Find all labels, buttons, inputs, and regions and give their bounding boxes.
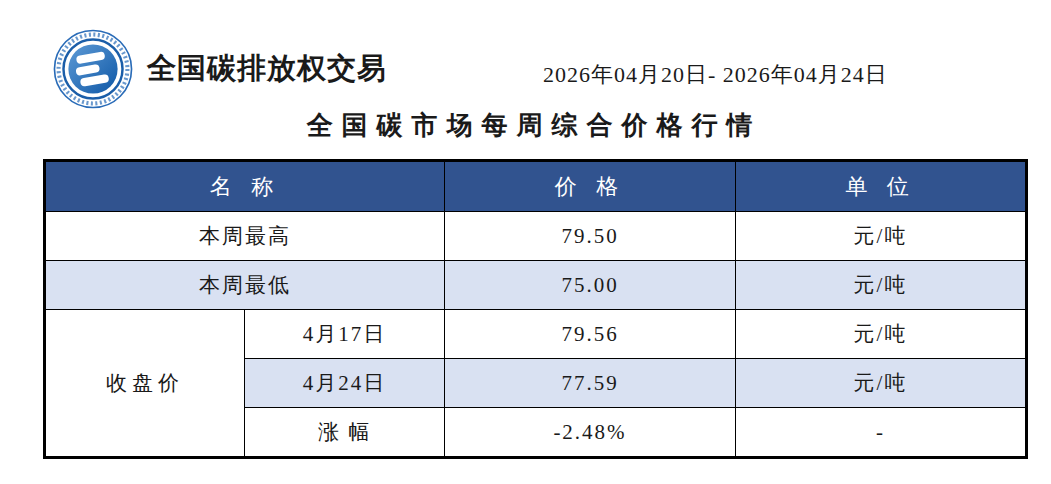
column-header-name: 名 称 xyxy=(45,161,445,212)
cell-price: 75.00 xyxy=(445,261,736,310)
row-group-closing-price: 收盘价 xyxy=(45,310,245,458)
cell-name: 4月17日 xyxy=(245,310,445,359)
cell-name: 4月24日 xyxy=(245,359,445,408)
cell-name: 本周最低 xyxy=(45,261,445,310)
cell-unit: 元/吨 xyxy=(736,212,1027,261)
brand: 全国碳排放权交易 xyxy=(50,28,387,110)
carbon-exchange-logo-icon xyxy=(50,28,136,110)
table-row-close-apr17: 收盘价 4月17日 79.56 元/吨 xyxy=(45,310,1027,359)
cell-price: -2.48% xyxy=(445,408,736,458)
cell-price: 79.50 xyxy=(445,212,736,261)
cell-unit: 元/吨 xyxy=(736,310,1027,359)
cell-unit: 元/吨 xyxy=(736,261,1027,310)
cell-price: 79.56 xyxy=(445,310,736,359)
report-title: 全国碳市场每周综合价格行情 xyxy=(43,108,1025,143)
carbon-price-report-page: 全国碳排放权交易 2026年04月20日- 2026年04月24日 全国碳市场每… xyxy=(0,0,1051,484)
table-header-row: 名 称 价 格 单 位 xyxy=(45,161,1027,212)
cell-price: 77.59 xyxy=(445,359,736,408)
price-table: 名 称 价 格 单 位 本周最高 79.50 元/吨 本周最低 75.00 元/… xyxy=(43,159,1028,459)
column-header-unit: 单 位 xyxy=(736,161,1027,212)
brand-title: 全国碳排放权交易 xyxy=(147,49,387,89)
table-row-week-high: 本周最高 79.50 元/吨 xyxy=(45,212,1027,261)
table-row-week-low: 本周最低 75.00 元/吨 xyxy=(45,261,1027,310)
report-date-range: 2026年04月20日- 2026年04月24日 xyxy=(543,60,888,90)
cell-unit: 元/吨 xyxy=(736,359,1027,408)
cell-unit: - xyxy=(736,408,1027,458)
cell-name: 涨 幅 xyxy=(245,408,445,458)
column-header-price: 价 格 xyxy=(445,161,736,212)
cell-name: 本周最高 xyxy=(45,212,445,261)
